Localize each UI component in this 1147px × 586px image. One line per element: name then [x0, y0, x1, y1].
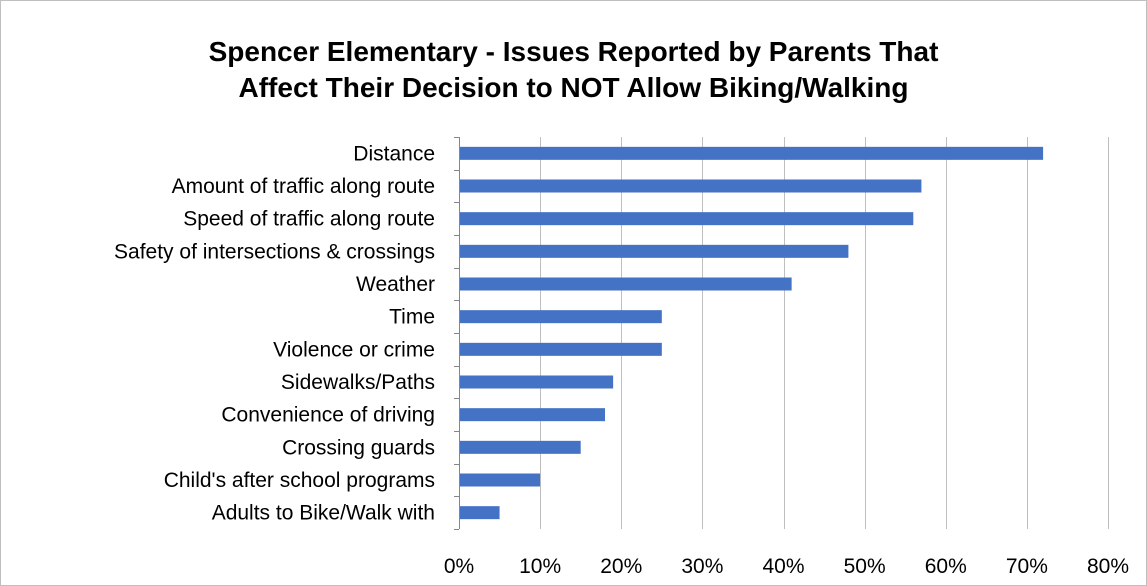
bar	[460, 310, 662, 324]
bar	[460, 342, 662, 356]
x-tick-label: 40%	[762, 555, 804, 578]
category-label: Adults to Bike/Walk with	[212, 502, 435, 525]
category-labels: Distance Amount of traffic along route Spe…	[114, 142, 435, 524]
bar	[460, 440, 581, 454]
x-tick-label: 20%	[600, 555, 642, 578]
category-label: Speed of traffic along route	[183, 208, 435, 231]
bar	[460, 277, 792, 291]
bar	[460, 408, 606, 422]
x-tick-label: 80%	[1087, 555, 1129, 578]
x-tick-label: 10%	[519, 555, 561, 578]
x-tick-label: 60%	[925, 555, 967, 578]
x-tick-labels: 0% 10% 20% 30% 40% 50% 60% 70% 80%	[444, 555, 1129, 578]
category-label: Sidewalks/Paths	[281, 371, 435, 394]
x-tick-label: 30%	[681, 555, 723, 578]
bar	[460, 506, 500, 520]
bars	[460, 146, 1044, 520]
category-label: Weather	[356, 273, 435, 296]
category-label: Safety of intersections & crossings	[114, 240, 435, 263]
chart-title-line-1: Spencer Elementary - Issues Reported by …	[208, 36, 939, 67]
category-label: Distance	[353, 142, 435, 165]
bar	[460, 212, 914, 226]
bar	[460, 179, 922, 193]
category-label: Time	[389, 306, 435, 329]
x-tick-label: 0%	[444, 555, 474, 578]
x-tick-label: 50%	[844, 555, 886, 578]
category-label: Child's after school programs	[164, 469, 435, 492]
chart-title: Spencer Elementary - Issues Reported by …	[0, 34, 1147, 106]
category-label: Violence or crime	[273, 338, 435, 361]
bar	[460, 244, 849, 258]
category-label: Crossing guards	[282, 436, 435, 459]
bar	[460, 146, 1044, 160]
category-axis	[454, 137, 460, 530]
category-label: Amount of traffic along route	[172, 175, 435, 198]
gridlines	[540, 137, 1109, 529]
bar	[460, 375, 614, 389]
chart-title-line-2: Affect Their Decision to NOT Allow Bikin…	[238, 72, 909, 103]
x-tick-label: 70%	[1006, 555, 1048, 578]
bar	[460, 473, 541, 487]
category-label: Convenience of driving	[221, 404, 435, 427]
